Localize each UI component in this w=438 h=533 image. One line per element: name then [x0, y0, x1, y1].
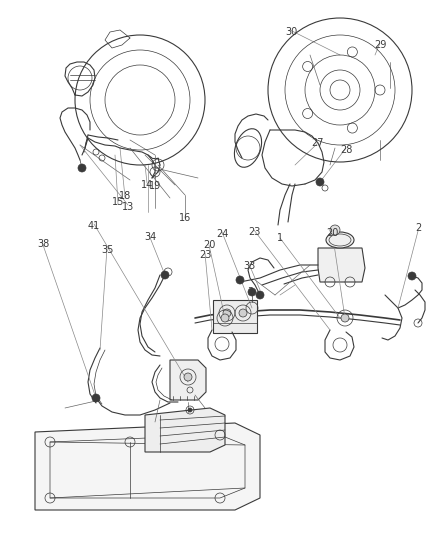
Circle shape — [223, 309, 231, 317]
Circle shape — [184, 373, 192, 381]
Text: 20: 20 — [326, 228, 338, 238]
Text: 3: 3 — [247, 287, 253, 297]
Text: 27: 27 — [312, 138, 324, 148]
Circle shape — [341, 314, 349, 322]
Text: 13: 13 — [122, 202, 134, 212]
Text: 14: 14 — [141, 180, 153, 190]
Polygon shape — [145, 408, 225, 452]
Circle shape — [221, 314, 229, 322]
Text: 30: 30 — [285, 27, 297, 37]
Polygon shape — [35, 423, 260, 510]
Text: 34: 34 — [144, 232, 156, 242]
Polygon shape — [213, 300, 257, 333]
Circle shape — [161, 271, 169, 279]
Circle shape — [78, 164, 86, 172]
Text: 15: 15 — [112, 197, 124, 207]
Text: 38: 38 — [37, 239, 49, 249]
Text: 23: 23 — [248, 227, 260, 237]
Circle shape — [408, 272, 416, 280]
Circle shape — [256, 291, 264, 299]
Text: 29: 29 — [374, 40, 386, 50]
Circle shape — [248, 288, 256, 296]
Ellipse shape — [326, 232, 354, 248]
Text: 33: 33 — [243, 261, 255, 271]
Circle shape — [316, 178, 324, 186]
Text: 28: 28 — [340, 145, 352, 155]
Circle shape — [188, 408, 192, 412]
Text: 16: 16 — [179, 213, 191, 223]
Text: 18: 18 — [119, 191, 131, 201]
Polygon shape — [318, 248, 365, 282]
Circle shape — [92, 394, 100, 402]
Text: 24: 24 — [216, 229, 228, 239]
Text: 35: 35 — [102, 245, 114, 255]
Circle shape — [236, 276, 244, 284]
Text: 2: 2 — [415, 223, 421, 233]
Text: 20: 20 — [203, 240, 215, 250]
Text: 19: 19 — [149, 181, 161, 191]
Text: 41: 41 — [88, 221, 100, 231]
Text: 23: 23 — [199, 250, 211, 260]
Polygon shape — [170, 360, 206, 400]
Circle shape — [330, 225, 340, 235]
Circle shape — [239, 309, 247, 317]
Text: 1: 1 — [277, 233, 283, 243]
